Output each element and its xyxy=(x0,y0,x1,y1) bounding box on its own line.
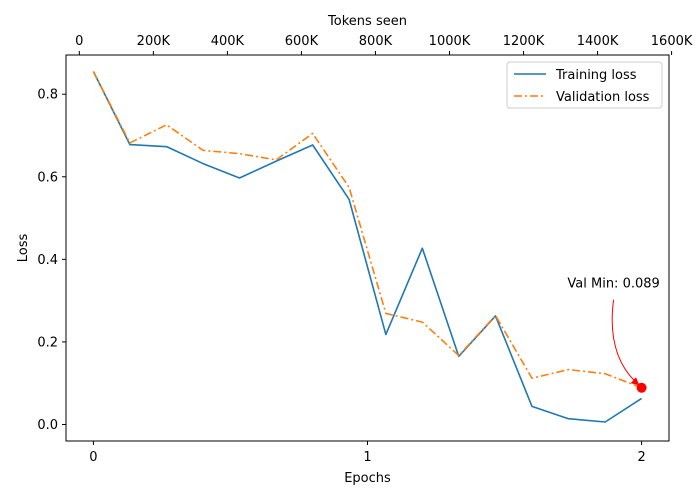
y-tick-label: 0.4 xyxy=(37,253,58,268)
x-axis-label: Epochs xyxy=(344,471,391,486)
bottom-x-axis: 0 1 2 xyxy=(89,441,646,465)
y-axis: 0.0 0.2 0.4 0.6 0.8 xyxy=(37,88,66,433)
x-tick-label: 1 xyxy=(363,450,371,465)
legend-label-training-loss: Training loss xyxy=(555,68,637,83)
top-x-tick-label: 1200K xyxy=(503,34,545,49)
annotation-label: Val Min: 0.089 xyxy=(567,277,659,292)
x-tick-label: 0 xyxy=(89,450,97,465)
y-tick-label: 0.2 xyxy=(37,335,58,350)
annotation-layer: Val Min: 0.089 xyxy=(567,277,660,393)
series-layer xyxy=(92,71,643,423)
top-x-tick-label: 1400K xyxy=(577,34,619,49)
x-tick-label: 2 xyxy=(637,450,645,465)
top-x-tick-label: 600K xyxy=(285,34,319,49)
y-tick-label: 0.6 xyxy=(37,170,58,185)
min-marker xyxy=(636,382,647,393)
top-x-tick-label: 800K xyxy=(359,34,393,49)
top-x-tick-label: 200K xyxy=(137,34,171,49)
y-tick-label: 0.0 xyxy=(37,418,58,433)
y-axis-label: Loss xyxy=(16,234,31,263)
top-x-tick-label: 1000K xyxy=(429,34,471,49)
plot-area: Val Min: 0.089 xyxy=(65,54,670,442)
legend: Training loss Validation loss xyxy=(506,61,663,109)
top-x-axis-label: Tokens seen xyxy=(327,14,407,29)
legend-label-validation-loss: Validation loss xyxy=(556,90,650,105)
annotation-arrow xyxy=(611,299,640,386)
top-x-tick-label: 0 xyxy=(75,34,83,49)
series-line-validation-loss xyxy=(92,71,642,389)
y-tick-label: 0.8 xyxy=(37,88,58,103)
top-x-axis: 0 200K 400K 600K 800K 1000K 1200K 1400K 1600K xyxy=(75,34,693,55)
top-x-tick-label: 1600K xyxy=(651,34,693,49)
top-x-tick-label: 400K xyxy=(211,34,245,49)
series-line-training-loss xyxy=(92,71,643,423)
